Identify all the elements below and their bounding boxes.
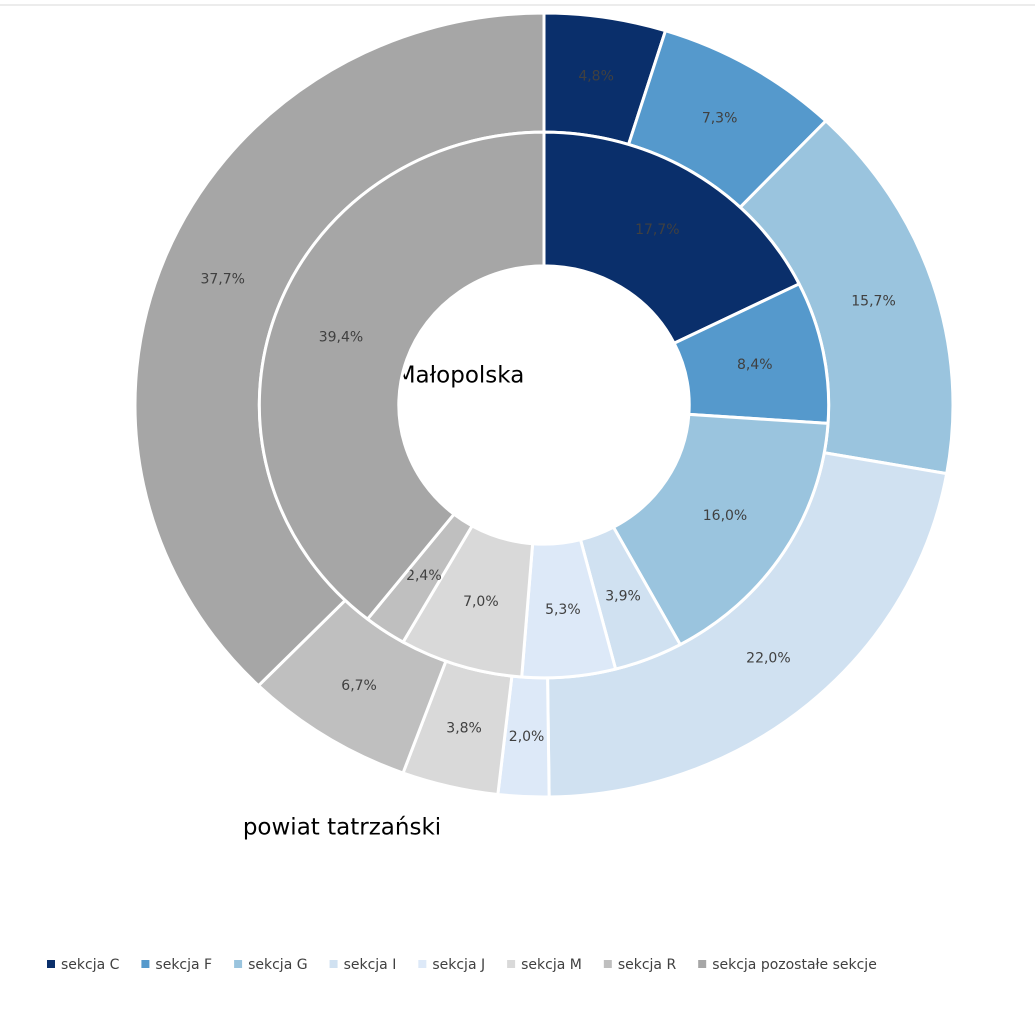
data-label: 39,4% bbox=[319, 329, 363, 345]
data-label: 17,7% bbox=[635, 222, 679, 238]
data-label: 2,0% bbox=[509, 729, 545, 745]
data-label: 7,0% bbox=[463, 594, 499, 610]
legend-label: sekcja I bbox=[344, 957, 397, 973]
legend-swatch bbox=[234, 960, 243, 968]
data-label: 16,0% bbox=[703, 508, 747, 524]
legend-label: sekcja J bbox=[432, 957, 485, 973]
wedge bbox=[542, 130, 802, 346]
legend-label: sekcja R bbox=[618, 957, 677, 973]
legend-label: sekcja M bbox=[521, 957, 582, 973]
wedge bbox=[257, 130, 546, 622]
data-label: 15,7% bbox=[851, 293, 895, 309]
legend-swatch bbox=[418, 960, 427, 968]
data-label: 37,7% bbox=[200, 272, 244, 288]
data-label: 4,8% bbox=[578, 68, 614, 84]
data-label: 3,8% bbox=[446, 720, 482, 736]
legend-swatch bbox=[507, 960, 516, 968]
data-label: 2,4% bbox=[406, 568, 442, 584]
ring-label: powiat tatrzański bbox=[243, 815, 441, 841]
data-label: 3,9% bbox=[605, 589, 641, 605]
data-label: 8,4% bbox=[737, 357, 773, 373]
ring-label: Małopolska bbox=[396, 363, 525, 389]
legend-label: sekcja F bbox=[155, 957, 212, 973]
data-label: 5,3% bbox=[545, 602, 581, 618]
wedge bbox=[611, 412, 830, 647]
legend-swatch bbox=[141, 960, 150, 968]
data-label: 7,3% bbox=[702, 110, 738, 126]
legend-swatch bbox=[47, 960, 55, 968]
legend-swatch bbox=[329, 960, 338, 968]
legend-swatch bbox=[698, 960, 707, 968]
data-label: 6,7% bbox=[341, 678, 377, 694]
legend-label: sekcja pozostałe sekcje bbox=[712, 957, 877, 973]
legend-label: sekcja C bbox=[61, 957, 120, 973]
data-label: 22,0% bbox=[746, 650, 790, 666]
legend-swatch bbox=[603, 960, 612, 968]
legend-label: sekcja G bbox=[248, 957, 307, 973]
